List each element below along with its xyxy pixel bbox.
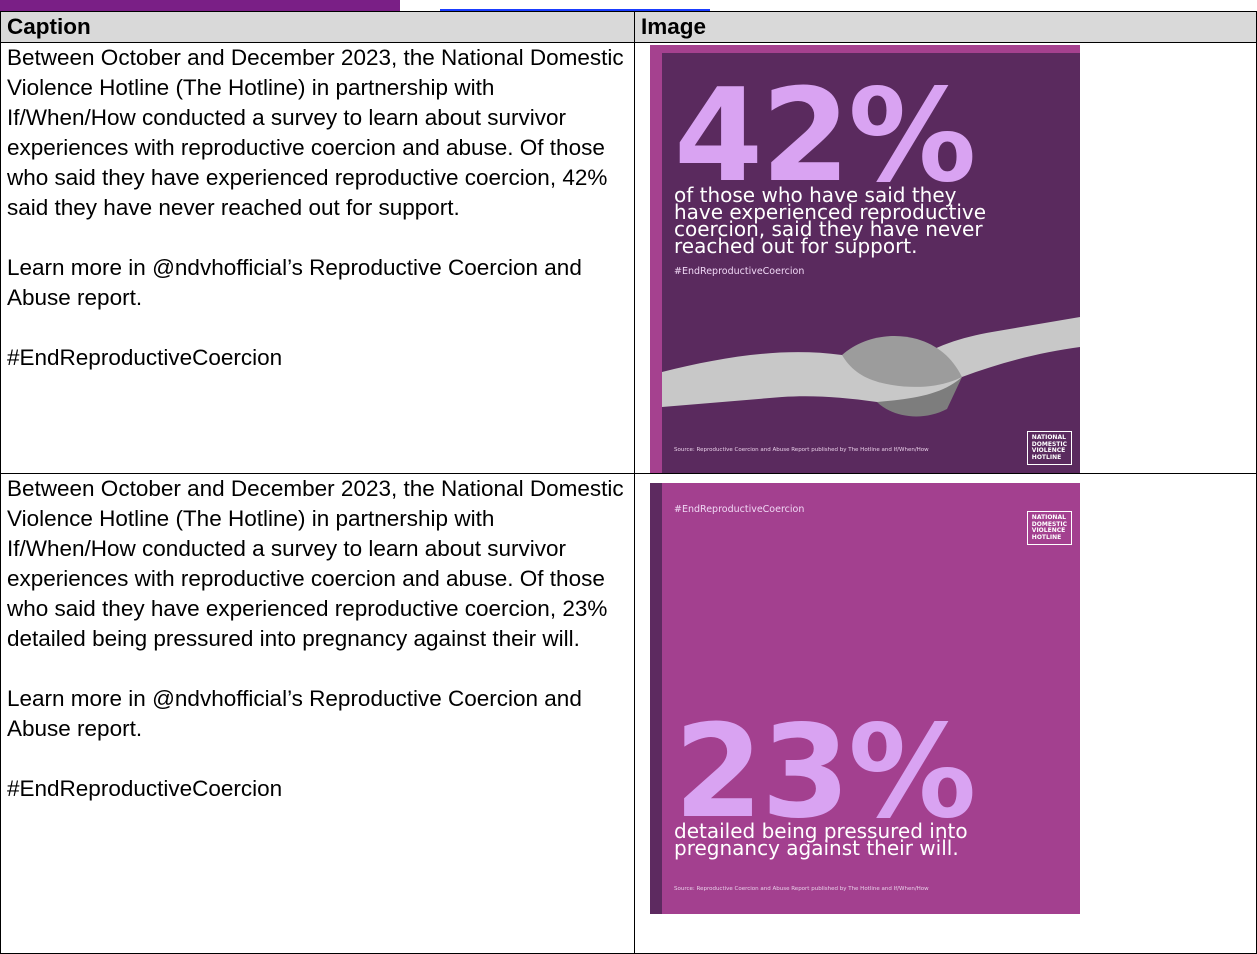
table: Caption Image Between October and Decembe… [0, 11, 1257, 954]
logo-line: VIOLENCE [1031, 447, 1066, 454]
caption-paragraph: Between October and December 2023, the N… [7, 476, 624, 651]
stat: 23% [674, 698, 976, 847]
caption-cell: Between October and December 2023, the N… [0, 473, 635, 954]
logo-line: HOTLINE [1031, 533, 1062, 541]
source: Source: Reproductive Coercion and Abuse … [674, 886, 929, 892]
column-header: Image [634, 11, 1257, 43]
heading-link [440, 0, 710, 11]
image-text: of those who have said they have experien… [674, 183, 987, 258]
image-text-line: have experienced reproductive [674, 200, 987, 224]
logo: NATIONAL DOMESTIC VIOLENCE HOTLINE [1026, 431, 1072, 465]
caption-cell: Between October and December 2023, the N… [0, 42, 635, 474]
caption-paragraph: #EndReproductiveCoercion [7, 776, 283, 801]
hashtag: #EndReproductiveCoercion [674, 504, 805, 515]
caption-paragraph: Between October and December 2023, the N… [7, 45, 624, 220]
caption-paragraph: #EndReproductiveCoercion [7, 345, 283, 370]
graphic: 42% of those who have said they have expe… [650, 45, 1080, 473]
image-text-line: of those who have said they [674, 183, 957, 207]
source: Source: Reproductive Coercion and Abuse … [674, 447, 929, 453]
hands-illustration [662, 317, 1080, 417]
heading-bar [0, 0, 400, 12]
logo-line: DOMESTIC [1031, 440, 1067, 448]
logo-line: HOTLINE [1031, 453, 1062, 461]
image-text-line: reached out for support. [674, 234, 918, 258]
stat: 42% [674, 62, 976, 211]
caption-paragraph: Learn more in @ndvhofficial’s Reproducti… [7, 255, 582, 310]
logo-line: NATIONAL [1031, 434, 1066, 441]
graphic: #EndReproductiveCoercion NATIONAL DOMESTI… [650, 483, 1080, 914]
image-cell: 42% of those who have said they have expe… [634, 42, 1257, 474]
image-text-line: pregnancy against their will. [674, 836, 959, 860]
logo-line: NATIONAL [1031, 514, 1066, 521]
logo: NATIONAL DOMESTIC VIOLENCE HOTLINE [1026, 511, 1072, 545]
image-text-line: coercion, said they have never [674, 217, 983, 241]
logo-line: DOMESTIC [1031, 520, 1067, 528]
image-cell: #EndReproductiveCoercion NATIONAL DOMESTI… [634, 473, 1257, 954]
image-text: detailed being pressured into pregnancy a… [674, 819, 968, 860]
column-header: Caption [0, 11, 635, 43]
caption-paragraph: Learn more in @ndvhofficial’s Reproducti… [7, 686, 582, 741]
logo-line: VIOLENCE [1031, 527, 1066, 534]
hashtag: #EndReproductiveCoercion [674, 266, 805, 277]
image-text-line: detailed being pressured into [674, 819, 968, 843]
